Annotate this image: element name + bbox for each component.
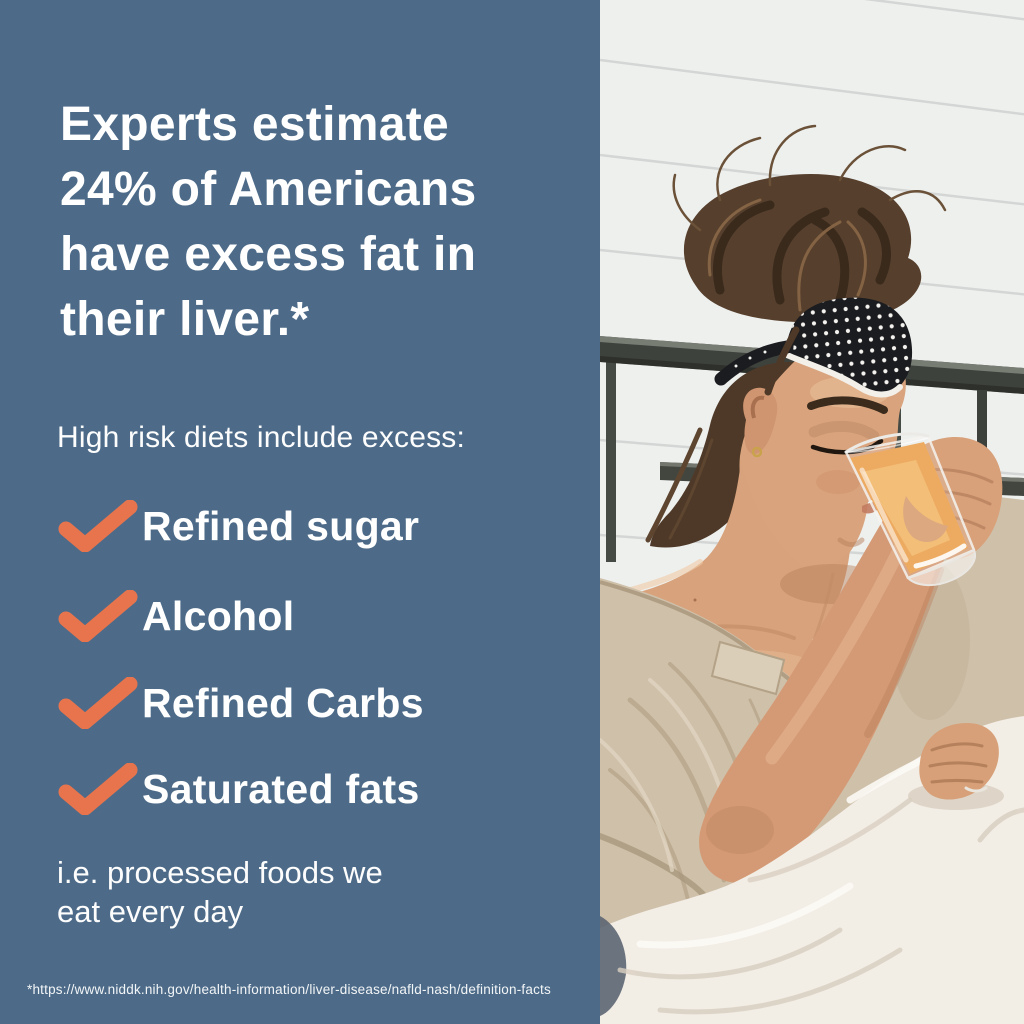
shirt-button-tab [710,640,786,696]
check-icon [58,500,138,552]
orange-juice-glass [844,432,976,586]
checklist-item: Alcohol [58,590,294,642]
check-icon [58,590,138,642]
footnote: *https://www.niddk.nih.gov/health-inform… [27,982,551,997]
face [739,360,906,570]
eyebrow [807,396,888,414]
checklist-item-label: Saturated fats [142,765,420,812]
earring [751,446,763,458]
check-icon [58,677,138,729]
headline: Experts estimate 24% of Americans have e… [60,92,477,352]
checklist-item-label: Refined sugar [142,502,420,549]
note-line: eat every day [57,893,244,929]
headline-line: have excess fat in [60,228,477,281]
hand-on-duvet [919,722,999,800]
subhead: High risk diets include excess: [57,421,466,454]
mask-trim [784,352,903,398]
checklist-item: Refined Carbs [58,677,424,729]
arm [699,500,959,883]
thumb [903,496,948,542]
photo-panel [600,0,1024,1024]
checklist-item-label: Refined Carbs [142,679,424,726]
headline-line: Experts estimate [60,98,449,151]
note-line: i.e. processed foods we [57,855,383,890]
note: i.e. processed foods we eat every day [57,854,383,931]
photo-illustration [600,0,1024,1024]
text-panel: Experts estimate 24% of Americans have e… [27,92,551,997]
glass-base [906,548,976,586]
headline-line: 24% of Americans [60,163,477,216]
glass-rim [844,432,930,454]
headline-line: their liver.* [60,293,310,346]
checklist-item: Refined sugar [58,500,419,552]
polka-dot-sleep-mask [714,297,913,398]
mask-strap [714,340,794,386]
check-icon [58,763,138,815]
bed-spindle [606,362,616,562]
checklist-item: Saturated fats [58,763,420,815]
ring [964,786,988,793]
elbow [706,806,774,854]
checklist-item-label: Alcohol [142,592,295,639]
